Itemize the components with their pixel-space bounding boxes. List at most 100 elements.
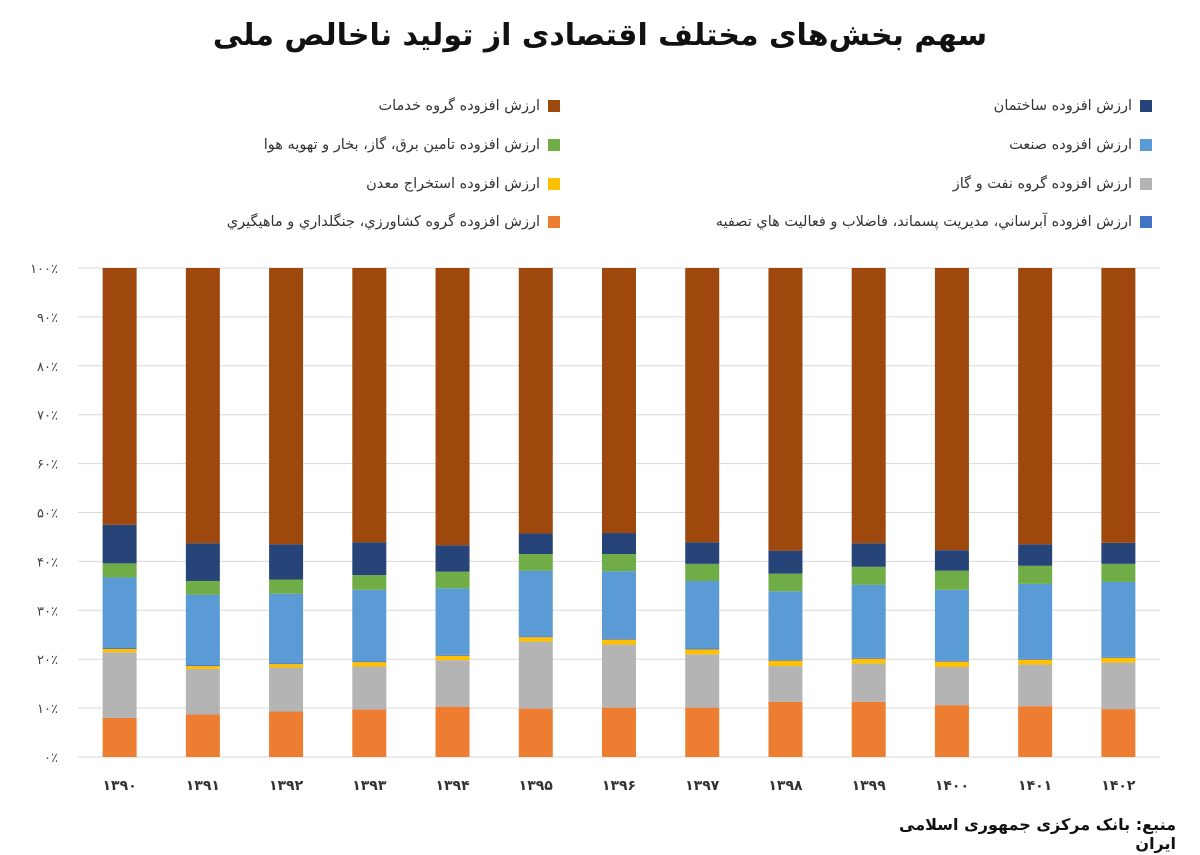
- bar-group: [435, 268, 470, 757]
- x-tick-label: ۱۳۹۷: [685, 778, 720, 794]
- bar-segment: [435, 706, 470, 757]
- bar-segment: [602, 707, 636, 757]
- bar-segment: [851, 268, 886, 544]
- legend-item-construction: ارزش افزوده ساختمان: [994, 98, 1152, 114]
- bar-segment: [185, 668, 220, 715]
- x-tick-label: ۱۳۹۰: [103, 778, 137, 794]
- bar-segment: [851, 657, 886, 659]
- bar-segment: [1101, 662, 1136, 710]
- bar-segment: [185, 580, 220, 595]
- bar-segment: [685, 268, 720, 543]
- y-tick-label: ۸۰٪: [37, 360, 58, 375]
- legend-swatch: [548, 139, 560, 151]
- bar-segment: [269, 667, 304, 712]
- bar-segment: [1101, 709, 1136, 757]
- x-tick-label: ۱۳۹۴: [435, 778, 470, 794]
- legend-label: ارزش افزوده گروه خدمات: [378, 98, 541, 114]
- legend-item-utilities: ارزش افزوده تامين برق، گاز، بخار و تهويه…: [264, 137, 560, 153]
- bar-segment: [602, 644, 636, 708]
- x-tick-label: ۱۳۹۲: [269, 778, 304, 794]
- bar-segment: [768, 573, 803, 592]
- bar-segment: [602, 639, 636, 645]
- bar-segment: [685, 649, 720, 655]
- bar-segment: [1018, 544, 1053, 566]
- bar-group: [1018, 268, 1053, 757]
- legend-swatch: [1140, 139, 1152, 151]
- bar-segment: [768, 660, 803, 667]
- bar-segment: [185, 268, 220, 544]
- bar-segment: [352, 661, 387, 663]
- bar-segment: [1018, 268, 1053, 545]
- bar-segment: [269, 663, 304, 665]
- bar-segment: [435, 654, 470, 656]
- y-tick-label: ۷۰٪: [37, 409, 58, 424]
- bar-segment: [768, 666, 803, 702]
- legend-label: ارزش افزوده صنعت: [1009, 137, 1132, 153]
- legend-item-water: ارزش افزوده آبرساني، مديريت پسماند، فاضل…: [716, 214, 1152, 230]
- bar-segment: [269, 268, 304, 545]
- bar-segment: [435, 588, 470, 655]
- y-tick-label: ۴۰٪: [37, 555, 58, 570]
- bar-segment: [602, 554, 636, 572]
- chart-legend: ارزش افزوده گروه خدمات ارزش افزوده ساختم…: [0, 0, 1200, 250]
- bar-group: [102, 268, 137, 757]
- bar-segment: [102, 717, 137, 757]
- y-tick-label: ۹۰٪: [37, 311, 58, 326]
- bar-segment: [1101, 268, 1136, 543]
- bar-segment: [185, 714, 220, 757]
- bar-segment: [435, 545, 470, 572]
- x-tick-label: ۱۴۰۲: [1101, 778, 1136, 794]
- bar-groups: [102, 268, 1136, 757]
- bar-segment: [102, 652, 137, 718]
- bar-segment: [518, 268, 553, 534]
- bar-segment: [435, 268, 470, 546]
- bar-segment: [851, 566, 886, 585]
- bar-segment: [685, 563, 720, 581]
- bar-segment: [851, 658, 886, 664]
- legend-label: ارزش افزوده ساختمان: [993, 98, 1132, 114]
- bar-segment: [102, 647, 137, 649]
- bar-segment: [1018, 706, 1053, 757]
- bar-segment: [851, 543, 886, 567]
- legend-swatch: [1140, 178, 1152, 190]
- bar-segment: [934, 550, 969, 571]
- bar-segment: [435, 655, 470, 661]
- bar-segment: [518, 533, 553, 555]
- bar-segment: [102, 648, 137, 653]
- bar-segment: [685, 648, 720, 650]
- bar-segment: [851, 701, 886, 757]
- bar-segment: [1018, 659, 1053, 665]
- bar-segment: [352, 666, 387, 710]
- y-tick-label: ۱۰٪: [37, 702, 58, 717]
- bar-segment: [934, 589, 969, 661]
- bar-group: [934, 268, 969, 757]
- bar-segment: [518, 554, 553, 571]
- legend-label: ارزش افزوده گروه کشاورزي، جنگلداري و ماه…: [226, 214, 540, 230]
- bar-segment: [352, 709, 387, 757]
- legend-label: ارزش افزوده استخراج معدن: [366, 176, 540, 192]
- bar-segment: [352, 662, 387, 667]
- y-tick-label: ۵۰٪: [37, 507, 58, 522]
- bar-segment: [851, 663, 886, 702]
- x-tick-label: ۱۳۹۸: [768, 778, 803, 794]
- x-axis-ticks: ۱۳۹۰ ۱۳۹۱ ۱۳۹۲ ۱۳۹۳ ۱۳۹۴ ۱۳۹۵ ۱۳۹۶ ۱۳۹۷ ۱۳۹۸ ۱۳۹۹…: [103, 778, 1136, 794]
- legend-item-agriculture: ارزش افزوده گروه کشاورزي، جنگلداري و ماه…: [227, 214, 560, 230]
- bar-segment: [435, 571, 470, 589]
- y-tick-label: ۲۰٪: [37, 653, 58, 668]
- bar-segment: [934, 661, 969, 668]
- bar-group: [685, 268, 720, 757]
- bar-group: [185, 268, 220, 757]
- bar-segment: [1101, 542, 1136, 564]
- chart-title: سهم بخش‌های مختلف اقتصادی از تولید ناخال…: [212, 18, 988, 53]
- bar-segment: [934, 705, 969, 757]
- bar-segment: [352, 589, 387, 662]
- bar-segment: [269, 593, 304, 664]
- y-axis-ticks: ۰٪ ۱۰٪ ۲۰٪ ۳۰٪ ۴۰٪ ۵۰٪ ۶۰٪ ۷۰٪ ۸۰٪ ۹۰٪ ۱۰۰٪: [30, 262, 58, 766]
- bar-segment: [1018, 565, 1053, 584]
- bar-segment: [518, 636, 553, 638]
- bar-segment: [934, 660, 969, 662]
- bar-group: [518, 268, 553, 757]
- legend-swatch: [548, 216, 560, 228]
- bar-segment: [269, 579, 304, 594]
- x-tick-label: ۱۳۹۵: [519, 778, 554, 794]
